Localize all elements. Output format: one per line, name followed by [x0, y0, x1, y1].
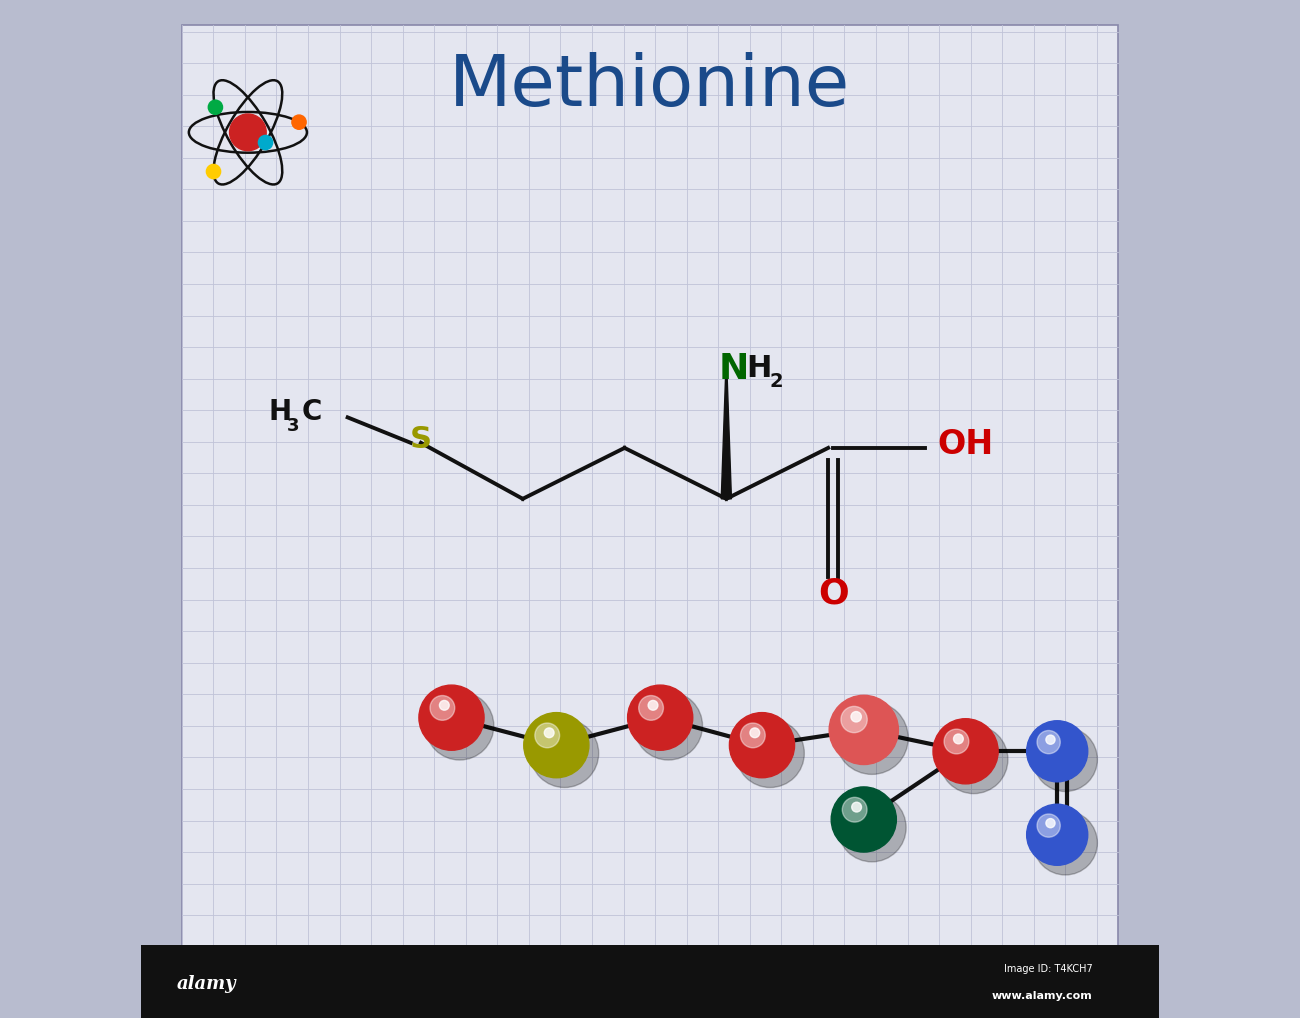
- Circle shape: [852, 712, 862, 722]
- Circle shape: [425, 691, 494, 760]
- Circle shape: [524, 713, 589, 778]
- Circle shape: [207, 165, 221, 179]
- Circle shape: [534, 723, 559, 748]
- Circle shape: [230, 114, 266, 151]
- Circle shape: [208, 100, 222, 114]
- Circle shape: [944, 729, 968, 754]
- Text: H: H: [268, 398, 291, 427]
- Circle shape: [259, 135, 273, 150]
- Text: H: H: [746, 354, 772, 383]
- Polygon shape: [722, 354, 732, 499]
- Text: OH: OH: [937, 429, 993, 461]
- Circle shape: [634, 691, 702, 760]
- Circle shape: [829, 695, 898, 765]
- Circle shape: [750, 728, 759, 738]
- Circle shape: [638, 695, 663, 721]
- Text: Methionine: Methionine: [450, 52, 850, 121]
- Text: www.alamy.com: www.alamy.com: [992, 991, 1093, 1001]
- Circle shape: [831, 787, 897, 852]
- Circle shape: [953, 734, 963, 744]
- Text: 3: 3: [286, 416, 299, 435]
- Circle shape: [933, 719, 998, 784]
- Circle shape: [1037, 814, 1061, 837]
- Circle shape: [1037, 731, 1061, 753]
- Circle shape: [292, 115, 306, 129]
- Circle shape: [419, 685, 484, 750]
- Circle shape: [1027, 721, 1088, 782]
- Circle shape: [842, 797, 867, 823]
- Circle shape: [430, 695, 455, 721]
- Circle shape: [628, 685, 693, 750]
- Circle shape: [1034, 727, 1097, 792]
- Circle shape: [530, 719, 599, 788]
- Circle shape: [1027, 804, 1088, 865]
- Polygon shape: [182, 25, 1118, 947]
- Text: N: N: [718, 351, 749, 386]
- Text: C: C: [302, 398, 322, 427]
- Polygon shape: [140, 945, 1160, 1018]
- Text: 2: 2: [770, 373, 783, 391]
- Text: alamy: alamy: [177, 975, 237, 994]
- Circle shape: [1034, 810, 1097, 875]
- Text: Image ID: T4KCH7: Image ID: T4KCH7: [1004, 964, 1093, 974]
- Circle shape: [837, 793, 906, 862]
- Circle shape: [545, 728, 554, 738]
- Text: S: S: [410, 426, 432, 454]
- Circle shape: [1046, 735, 1056, 744]
- Circle shape: [841, 706, 867, 733]
- Circle shape: [736, 719, 805, 788]
- Circle shape: [741, 723, 766, 748]
- Circle shape: [649, 700, 658, 711]
- Circle shape: [940, 725, 1008, 794]
- Circle shape: [439, 700, 450, 711]
- Circle shape: [729, 713, 794, 778]
- Text: O: O: [818, 576, 849, 611]
- Circle shape: [1046, 818, 1056, 828]
- Circle shape: [836, 701, 909, 775]
- Circle shape: [852, 802, 862, 812]
